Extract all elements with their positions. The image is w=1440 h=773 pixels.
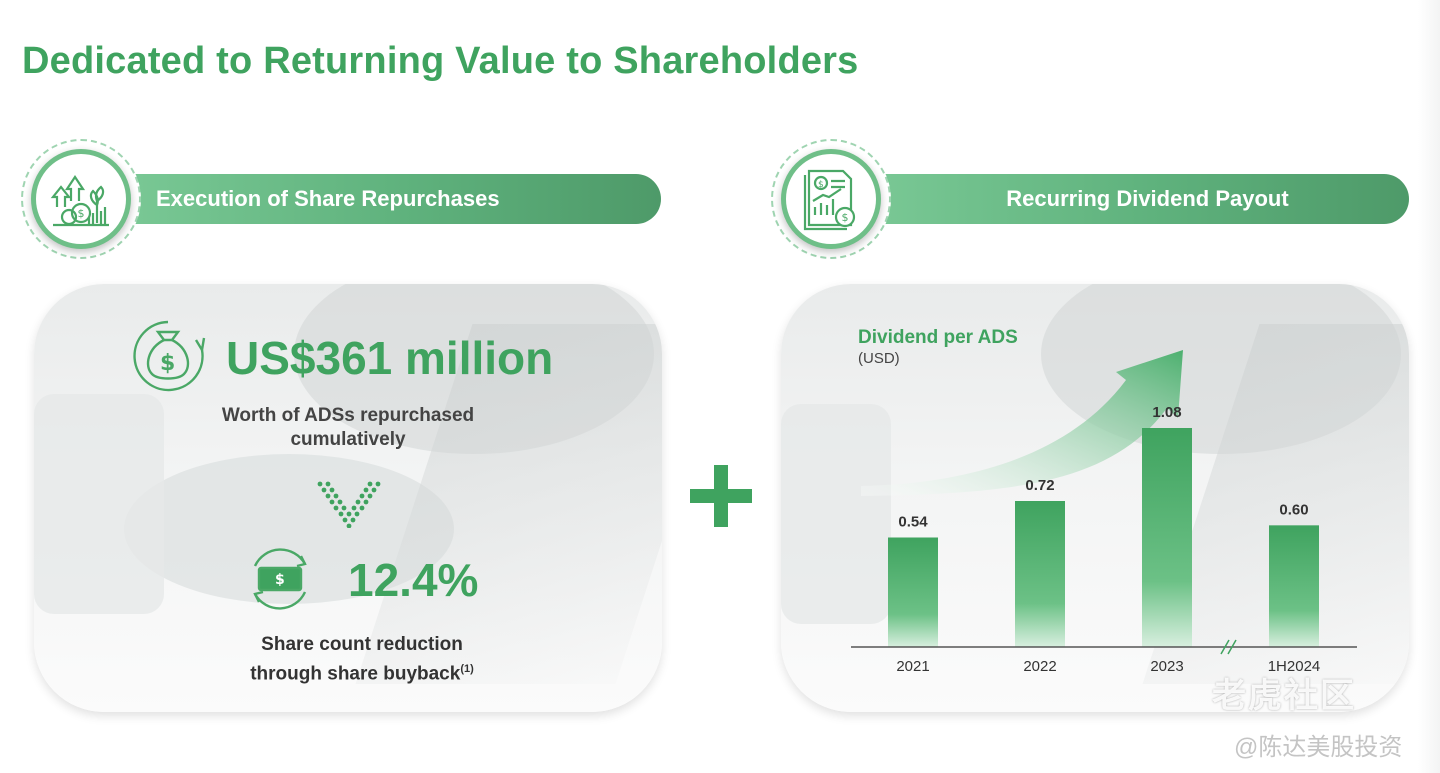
money-bag-icon: $ xyxy=(133,320,206,392)
chart-subtitle: (USD) xyxy=(858,350,900,367)
plus-icon xyxy=(690,465,752,527)
share-count-reduction-value: 12.4% xyxy=(348,554,479,606)
svg-text:$: $ xyxy=(275,572,285,588)
svg-text:$: $ xyxy=(842,211,849,224)
section-header-label: Execution of Share Repurchases xyxy=(156,186,500,211)
svg-text:$: $ xyxy=(818,180,824,190)
right-edge-shade xyxy=(1418,0,1440,773)
axis-break-marker xyxy=(1220,639,1237,655)
footnote-marker: (1) xyxy=(460,663,474,675)
repurchase-amount: US$361 million xyxy=(226,332,554,384)
category-label-2021: 2021 xyxy=(896,658,929,675)
repurchase-desc-line1: Worth of ADSs repurchased xyxy=(221,405,475,426)
bar-2022 xyxy=(1015,501,1065,647)
cash-cycle-icon: $ xyxy=(253,548,307,610)
watermark-brand: 老虎社区 xyxy=(1212,677,1356,715)
repurchase-desc-line2: cumulatively xyxy=(290,429,406,450)
report-chart-badge: $ $ xyxy=(771,139,891,259)
reduction-desc-line2: through share buyback xyxy=(250,663,461,685)
dividend-bar-chart: 0.54 2021 0.72 2022 1.08 2023 0.60 1H2024 xyxy=(851,350,1357,675)
growth-coins-badge: $ xyxy=(21,139,141,259)
section-header-dividend: Recurring Dividend Payout xyxy=(836,174,1409,224)
bar-2023 xyxy=(1142,428,1192,647)
page-title: Dedicated to Returning Value to Sharehol… xyxy=(22,40,859,82)
trend-arrow xyxy=(861,350,1183,496)
bar-1H2024 xyxy=(1269,525,1319,647)
value-label-2022: 0.72 xyxy=(1025,477,1054,494)
section-header-label: Recurring Dividend Payout xyxy=(1006,186,1289,211)
share-count-reduction-description: Share count reduction through share buyb… xyxy=(200,633,524,686)
watermark-handle: @陈达美股投资 xyxy=(1234,734,1403,761)
growth-coins-icon: $ xyxy=(50,175,109,227)
repurchase-card xyxy=(34,284,662,712)
section-header-repurchases: Execution of Share Repurchases xyxy=(88,174,661,224)
category-label-2023: 2023 xyxy=(1150,658,1183,675)
chart-title: Dividend per ADS xyxy=(858,327,1018,348)
repurchase-description: Worth of ADSs repurchased cumulatively xyxy=(190,404,506,452)
reduction-desc-line1: Share count reduction xyxy=(261,634,463,655)
report-chart-icon: $ $ xyxy=(803,169,856,231)
svg-text:$: $ xyxy=(78,207,85,220)
bar-2021 xyxy=(888,537,938,647)
value-label-1H2024: 0.60 xyxy=(1279,501,1308,518)
value-label-2023: 1.08 xyxy=(1152,404,1181,421)
category-label-1H2024: 1H2024 xyxy=(1268,658,1321,675)
category-label-2022: 2022 xyxy=(1023,658,1056,675)
dotted-chevron-down-icon xyxy=(317,481,381,528)
value-label-2021: 0.54 xyxy=(898,514,928,531)
svg-text:$: $ xyxy=(160,351,175,376)
